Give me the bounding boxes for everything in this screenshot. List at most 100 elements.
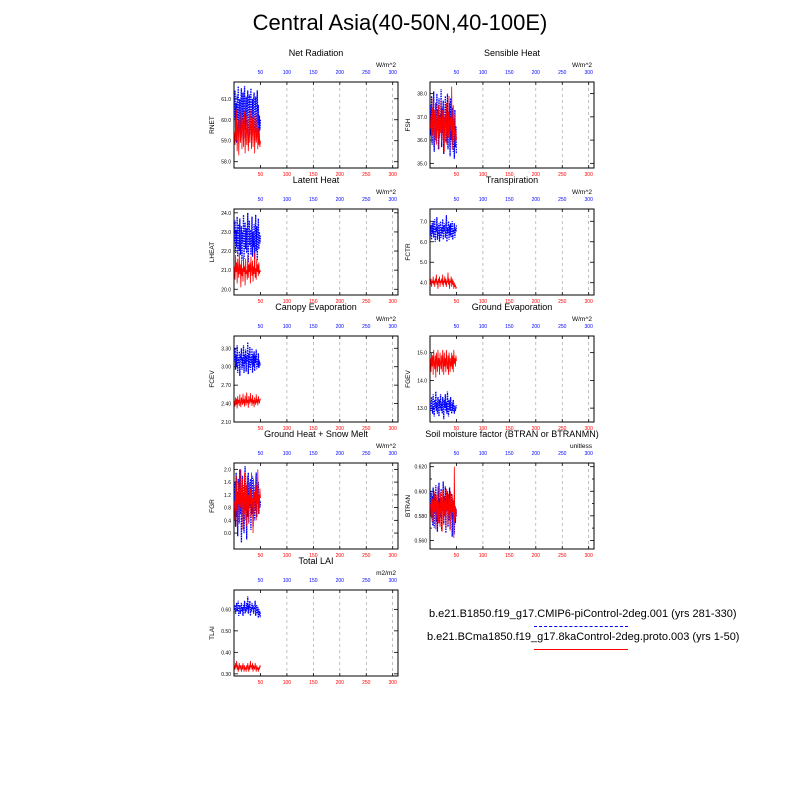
series-line-case2	[430, 466, 457, 538]
series-line-case2	[430, 272, 457, 289]
y-tick-label: 0.580	[414, 514, 427, 520]
panel-title: Total LAI	[298, 556, 333, 566]
y-tick-label: 23.0	[221, 230, 231, 236]
x-tick-label-top: 100	[479, 451, 488, 457]
y-axis-label: RNET	[209, 116, 216, 134]
x-tick-label-bottom: 50	[258, 680, 264, 686]
x-tick-label-top: 300	[389, 70, 398, 76]
plot-frame	[233, 589, 399, 677]
page-title: Central Asia(40-50N,40-100E)	[252, 10, 548, 35]
x-tick-label-top: 200	[336, 324, 345, 330]
x-tick-label-top: 50	[454, 451, 460, 457]
panel-fgev: Ground Evaporation W/m^2 FGEV 50 100 150 200 25…	[405, 302, 595, 432]
y-tick-label: 4.0	[420, 281, 427, 287]
x-tick-label-top: 200	[336, 451, 345, 457]
x-tick-label-bottom: 300	[585, 299, 594, 305]
x-tick-label-bottom: 100	[479, 553, 488, 559]
x-tick-label-top: 50	[454, 70, 460, 76]
x-tick-label-top: 100	[283, 578, 292, 584]
x-tick-label-top: 250	[362, 578, 371, 584]
plot-frame	[429, 335, 595, 423]
y-tick-label: 59.0	[221, 139, 231, 145]
series-line-case1	[233, 342, 262, 376]
x-tick-label-bottom: 250	[558, 426, 567, 432]
x-tick-label-top: 100	[283, 197, 292, 203]
y-axis-label: FGR	[209, 499, 216, 513]
x-tick-label-top: 150	[309, 578, 318, 584]
y-tick-label: 1.2	[224, 493, 231, 499]
x-tick-label-top: 300	[389, 324, 398, 330]
x-tick-label-top: 50	[258, 70, 264, 76]
x-tick-label-bottom: 100	[479, 299, 488, 305]
panel-fctr: Transpiration W/m^2 FCTR 50 100 150 200 250 300 5…	[405, 175, 595, 305]
x-tick-label-bottom: 300	[585, 172, 594, 178]
x-tick-label-top: 100	[283, 70, 292, 76]
plot-frame	[429, 81, 595, 169]
y-tick-label: 0.40	[221, 650, 231, 656]
y-axis-label: LHEAT	[209, 242, 216, 262]
units-label: m2/m2	[376, 570, 396, 577]
series-line-case1	[233, 596, 262, 619]
x-tick-label-bottom: 250	[558, 299, 567, 305]
x-tick-label-bottom: 50	[258, 553, 264, 559]
units-label: W/m^2	[376, 62, 396, 69]
x-tick-label-bottom: 200	[336, 172, 345, 178]
units-label: W/m^2	[376, 443, 396, 450]
plot-frame	[429, 208, 595, 296]
x-tick-label-top: 150	[505, 70, 514, 76]
x-tick-label-bottom: 200	[336, 553, 345, 559]
panel-title: Net Radiation	[289, 48, 344, 58]
panel-title: Ground Evaporation	[472, 302, 553, 312]
x-tick-label-top: 50	[454, 324, 460, 330]
y-tick-label: 35.0	[417, 161, 427, 167]
x-tick-label-bottom: 300	[389, 553, 398, 559]
y-tick-label: 22.0	[221, 249, 231, 255]
series-line-case2	[430, 349, 457, 378]
x-tick-label-bottom: 300	[389, 680, 398, 686]
x-tick-label-top: 200	[532, 70, 541, 76]
x-tick-label-top: 300	[389, 197, 398, 203]
x-tick-label-top: 50	[258, 324, 264, 330]
x-tick-label-bottom: 250	[362, 680, 371, 686]
panel-title: Transpiration	[486, 175, 538, 185]
x-tick-label-bottom: 300	[389, 172, 398, 178]
panel-title: Ground Heat + Snow Melt	[264, 429, 368, 439]
series-line-case1	[429, 391, 458, 420]
y-axis-label: FSH	[405, 118, 412, 131]
x-tick-label-top: 200	[532, 451, 541, 457]
y-tick-label: 14.0	[417, 378, 427, 384]
y-tick-label: 1.6	[224, 480, 231, 486]
x-tick-label-bottom: 150	[505, 172, 514, 178]
x-tick-label-bottom: 50	[258, 172, 264, 178]
units-label: W/m^2	[572, 316, 592, 323]
x-tick-label-bottom: 250	[362, 426, 371, 432]
legend-case1-line	[534, 626, 628, 627]
y-tick-label: 0.30	[221, 672, 231, 678]
x-tick-label-bottom: 100	[283, 680, 292, 686]
x-tick-label-top: 50	[258, 197, 264, 203]
x-tick-label-bottom: 150	[309, 299, 318, 305]
y-tick-label: 5.0	[420, 260, 427, 266]
panel-title: Soil moisture factor (BTRAN or BTRANMN)	[425, 429, 599, 439]
units-label: W/m^2	[376, 316, 396, 323]
x-tick-label-top: 300	[585, 324, 594, 330]
series-line-case2	[234, 392, 261, 409]
x-tick-label-bottom: 50	[454, 172, 460, 178]
panel-rnet: Net Radiation W/m^2 RNET 50 100 150 200 250 300 5…	[209, 48, 399, 178]
x-tick-label-bottom: 50	[454, 299, 460, 305]
y-axis-label: FGEV	[405, 369, 412, 387]
legend-case1-label: b.e21.B1850.f19_g17.CMIP6-piControl-2deg…	[429, 608, 737, 620]
x-tick-label-top: 250	[362, 70, 371, 76]
x-tick-label-bottom: 150	[505, 553, 514, 559]
x-tick-label-top: 250	[558, 451, 567, 457]
y-tick-label: 2.0	[224, 467, 231, 473]
x-tick-label-bottom: 200	[336, 426, 345, 432]
y-axis-label: BTRAN	[405, 495, 412, 517]
series-line-case2	[234, 107, 261, 156]
x-tick-label-bottom: 100	[283, 553, 292, 559]
panel-title: Canopy Evaporation	[275, 302, 357, 312]
x-tick-label-top: 300	[585, 70, 594, 76]
panel-title: Latent Heat	[293, 175, 340, 185]
x-tick-label-top: 150	[309, 324, 318, 330]
